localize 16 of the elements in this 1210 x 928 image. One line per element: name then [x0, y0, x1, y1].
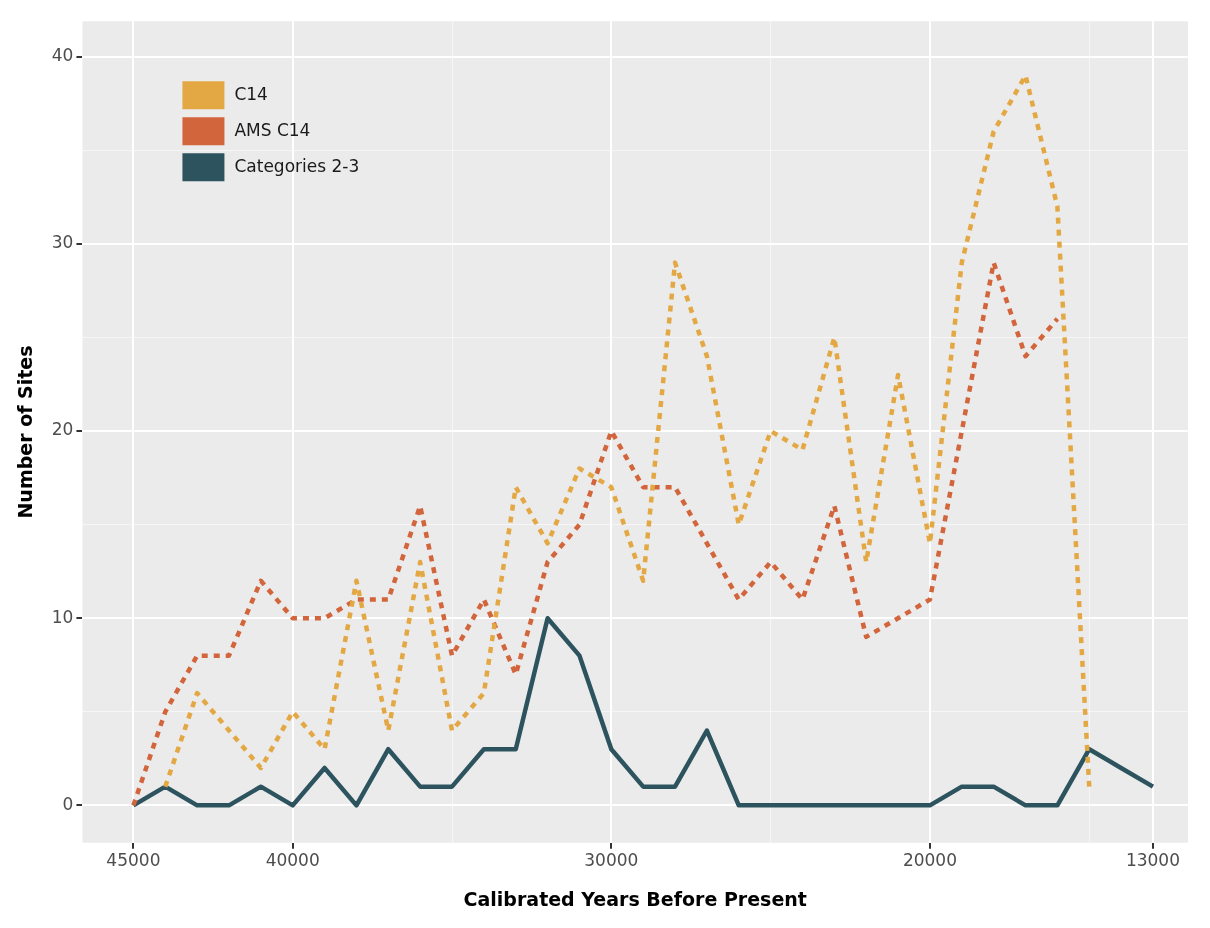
y-tick-label: 20 [51, 419, 74, 440]
legend-label: AMS C14 [234, 119, 311, 140]
y-tick-label: 30 [51, 232, 74, 253]
y-tick-label: 40 [51, 45, 74, 66]
y-tick-label: 0 [62, 793, 74, 814]
legend-label: C14 [234, 83, 268, 104]
y-tick-label: 10 [51, 606, 74, 627]
line-series [131, 260, 1060, 808]
x-tick-label: 45000 [106, 850, 161, 871]
x-tick-label: 30000 [584, 850, 639, 871]
x-tick-label: 13000 [1125, 850, 1180, 871]
x-tick-label: 20000 [902, 850, 957, 871]
x-axis-title: Calibrated Years Before Present [463, 887, 807, 910]
y-axis-title: Number of Sites [14, 345, 37, 519]
x-tick-label: 40000 [265, 850, 320, 871]
legend-label: Categories 2-3 [234, 155, 360, 176]
